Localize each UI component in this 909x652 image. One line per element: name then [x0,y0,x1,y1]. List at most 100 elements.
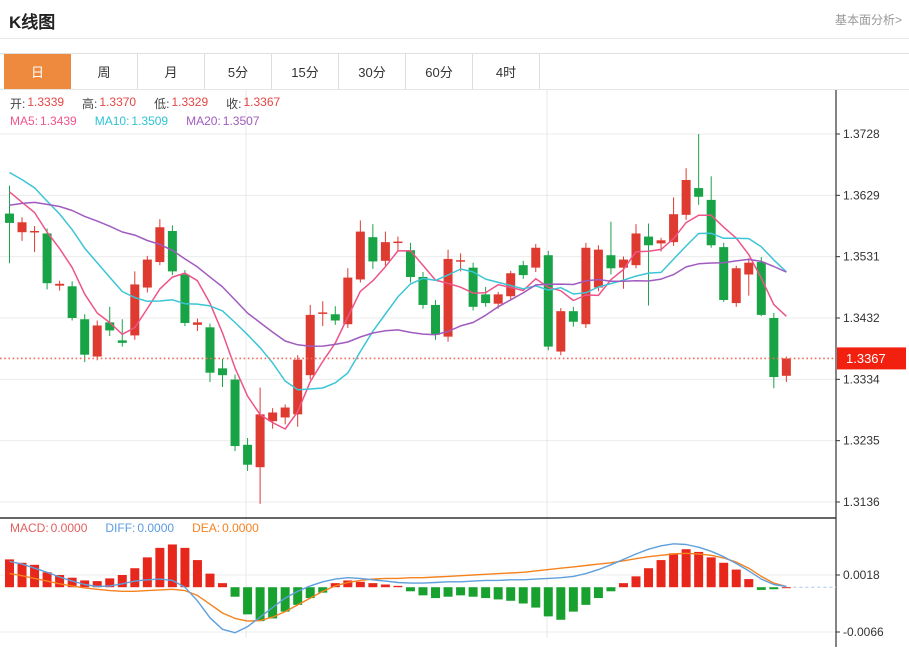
candle-up [456,260,466,262]
candle-down [117,340,127,343]
candle-up [618,259,628,268]
macd-bar-down [280,587,290,612]
candle-down [230,379,240,447]
candle-up [380,242,390,261]
macd-bar-up [180,547,190,588]
macd-bar-down [769,587,779,590]
candle-down [769,318,779,378]
candle-up [493,294,503,304]
ma5-line [9,191,787,430]
candle-down [105,322,115,331]
candle-down [205,327,215,373]
macd-bar-down [493,587,503,600]
chart-svg: 1.3728 1.3629 1.3531 1.3432 1.3334 1.3235 1.31… [0,90,906,647]
candle-down [5,213,14,223]
main-axis-label: 1.3531 [843,250,880,264]
macd-axis-label: -0.0066 [843,625,884,639]
macd-bar-down [268,587,278,619]
candle-up [318,312,328,314]
candle-down [431,304,441,335]
candle-down [368,237,378,262]
macd-bar-up [218,583,228,588]
tab-month[interactable]: 月 [138,54,205,89]
candle-down [706,199,716,246]
macd-bar-down [581,587,591,605]
macd-bar-up [631,576,641,588]
candle-down [405,250,415,277]
fundamental-analysis-link[interactable]: 基本面分析> [834,13,902,27]
candle-down [694,188,704,197]
macd-bar-up [681,549,691,588]
candle-up [669,214,679,243]
macd-bar-down [543,587,553,617]
macd-bar-up [669,553,679,588]
tab-30min[interactable]: 30分 [339,54,406,89]
tab-day[interactable]: 日 [4,54,71,89]
macd-bar-down [293,587,303,605]
tab-week[interactable]: 周 [71,54,138,89]
macd-bar-up [167,544,177,588]
candle-down [330,314,340,321]
ma10-line [9,171,787,391]
tab-5min[interactable]: 5分 [205,54,272,89]
macd-bar-down [305,587,315,599]
macd-bar-down [443,587,453,597]
macd-bar-down [418,587,428,596]
candle-down [644,236,654,246]
candle-up [531,247,541,268]
candle-down [518,265,528,276]
diff-line [9,543,787,634]
macd-bar-up [55,575,65,588]
macd-bar-up [155,547,165,588]
macd-bar-up [694,551,704,588]
macd-bar-up [42,572,52,588]
candle-up [17,222,27,233]
candle-up [192,322,202,325]
candle-up [305,314,315,376]
macd-bar-down [606,587,616,592]
macd-bar-up [105,578,115,588]
main-axis-label: 1.3334 [843,372,880,386]
candle-down [756,262,766,315]
main-axis-label: 1.3629 [843,188,880,202]
tab-4hour[interactable]: 4时 [473,54,540,89]
candle-up [556,311,566,352]
candle-up [581,247,591,325]
candle-up [280,407,290,418]
kline-chart-canvas[interactable]: 1.3728 1.3629 1.3531 1.3432 1.3334 1.3235 1.31… [0,90,909,647]
candle-down [606,255,616,269]
candle-up [681,180,691,215]
tab-15min[interactable]: 15分 [272,54,339,89]
candle-down [481,294,491,304]
macd-bar-up [92,581,102,588]
macd-bar-up [192,560,202,588]
candle-up [443,258,453,337]
candle-up [293,359,303,415]
macd-bar-down [481,587,491,599]
candle-up [355,231,365,280]
macd-bar-up [5,559,14,588]
candle-up [631,233,641,266]
main-axis-label: 1.3728 [843,127,880,141]
candle-up [343,277,353,325]
macd-bar-down [531,587,541,608]
candle-up [142,259,152,288]
macd-bar-up [781,587,791,589]
candle-down [180,274,190,323]
macd-bar-down [756,587,766,590]
macd-bar-up [30,564,40,588]
candle-up [55,283,65,286]
candle-up [744,262,754,275]
header: K线图 基本面分析> [0,0,909,39]
candle-down [719,247,729,300]
interval-tab-bar: 日 周 月 5分 15分 30分 60分 4时 [0,53,909,90]
macd-bar-down [230,587,240,597]
candle-down [468,267,478,307]
tab-60min[interactable]: 60分 [406,54,473,89]
main-axis-label: 1.3235 [843,434,880,448]
macd-bar-down [431,587,441,599]
macd-bar-up [117,575,127,588]
candle-up [656,240,666,244]
macd-bar-up [618,583,628,588]
candle-down [67,286,77,318]
